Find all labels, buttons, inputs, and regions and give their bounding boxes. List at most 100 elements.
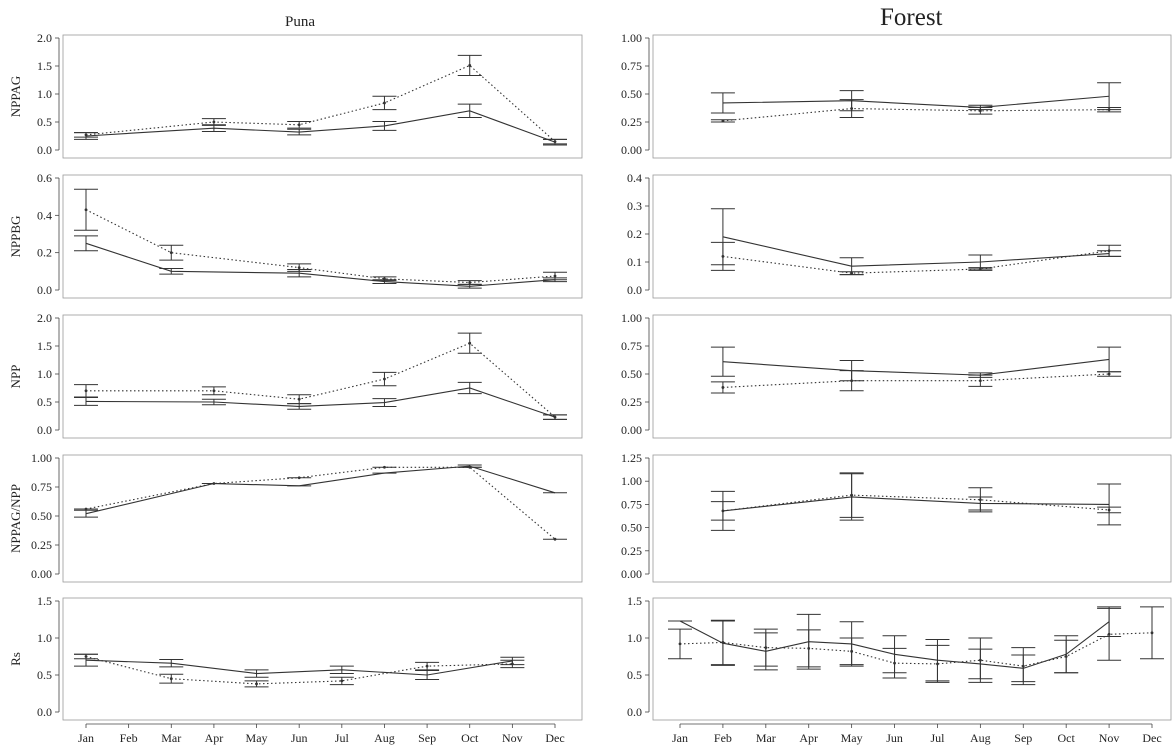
data-point <box>84 133 88 137</box>
data-point <box>893 661 896 665</box>
data-point <box>721 509 725 513</box>
data-point <box>721 119 725 123</box>
data-point <box>1064 655 1068 658</box>
series-line <box>722 108 1110 122</box>
panel-frame <box>652 314 1172 439</box>
panel-frame <box>62 34 583 159</box>
y-tick-label: 0.75 <box>621 497 642 511</box>
data-point <box>1107 372 1111 376</box>
y-axis-label: NPPBG <box>8 216 23 258</box>
puna-panel-1: 0.0 0.2 0.4 0.6 NPPBG <box>8 171 583 299</box>
y-tick-label: 0.5 <box>37 395 52 409</box>
y-tick-label: 0.75 <box>31 480 52 494</box>
series-line <box>722 373 1110 388</box>
panel-frame <box>652 454 1172 583</box>
data-point <box>553 274 557 278</box>
data-point <box>297 397 301 401</box>
data-point <box>510 662 514 666</box>
data-point <box>850 271 854 275</box>
y-tick-label: 1.5 <box>627 594 642 608</box>
puna-panel-4: 0.0 0.5 1.0 1.5 Rs Jan Feb Mar Apr May Jun Jul Aug Se… <box>8 594 583 745</box>
solid-series <box>74 381 567 420</box>
x-tick-label: Sep <box>1014 731 1032 745</box>
data-point <box>553 415 557 419</box>
y-tick-label: 0.0 <box>37 705 52 719</box>
data-point <box>383 277 386 281</box>
series-line <box>85 209 556 284</box>
y-tick-label: 0.25 <box>621 115 642 129</box>
data-point <box>383 465 386 469</box>
data-point <box>383 377 386 381</box>
x-tick-label: Nov <box>1099 731 1120 745</box>
x-tick-label: Jan <box>672 731 688 745</box>
series-line <box>722 358 1110 376</box>
data-point <box>807 646 811 650</box>
forest-panel-3: 0.00 0.25 0.50 0.75 1.00 1.25 <box>621 451 1172 583</box>
forest-column-title: Forest <box>880 4 943 31</box>
x-tick-label: Oct <box>1058 731 1076 745</box>
y-tick-label: 0.50 <box>621 521 642 535</box>
data-point <box>1021 664 1025 668</box>
puna-panel-3: 0.00 0.25 0.50 0.75 1.00 NPPAG/NPP <box>8 451 583 583</box>
dotted-series <box>710 370 1122 394</box>
forest-panel-2: 0.00 0.25 0.50 0.75 1.00 <box>621 311 1172 439</box>
series-line <box>722 250 1110 274</box>
data-point <box>212 482 216 485</box>
y-tick-label: 0.4 <box>37 208 52 222</box>
x-tick-label: Aug <box>374 731 395 745</box>
series-line <box>85 659 513 676</box>
forest-panel-0: 0.00 0.25 0.50 0.75 1.00 <box>621 31 1172 159</box>
series-line <box>85 465 556 515</box>
solid-series <box>710 473 1122 531</box>
data-point <box>978 658 982 662</box>
y-tick-label: 1.00 <box>621 31 642 45</box>
x-tick-label: Oct <box>461 731 479 745</box>
dotted-series <box>74 54 567 145</box>
dotted-series <box>668 606 1164 686</box>
x-tick-label: Feb <box>714 731 732 745</box>
y-axis-label: Rs <box>8 652 23 666</box>
data-point <box>383 101 386 105</box>
solid-series <box>710 82 1122 114</box>
series-line <box>85 466 556 540</box>
x-tick-label: Jun <box>291 731 308 745</box>
data-point <box>84 655 88 658</box>
dotted-series <box>74 188 567 285</box>
y-tick-label: 0.00 <box>621 143 642 157</box>
x-tick-label: Sep <box>418 731 436 745</box>
data-point <box>553 537 557 541</box>
y-tick-label: 0.0 <box>627 283 642 297</box>
y-tick-label: 0.2 <box>627 227 642 241</box>
y-tick-label: 0.25 <box>621 544 642 558</box>
x-tick-label: Mar <box>161 731 181 745</box>
y-axis-label: NPPAG/NPP <box>8 484 23 553</box>
data-point <box>1107 508 1111 512</box>
forest-panel-4: 0.0 0.5 1.0 1.5 Jan Feb Mar Apr May Jun Jul Aug Sep O… <box>627 594 1172 745</box>
y-tick-label: 0.6 <box>37 171 52 185</box>
y-tick-label: 0.2 <box>37 246 52 260</box>
y-tick-label: 1.5 <box>37 594 52 608</box>
puna-panel-2: 0.0 0.5 1.0 1.5 2.0 NPP <box>8 311 583 439</box>
series-line <box>722 236 1110 267</box>
data-point <box>1107 249 1111 253</box>
data-point <box>978 379 982 383</box>
panel-frame <box>652 174 1172 299</box>
y-tick-label: 0.1 <box>627 255 642 269</box>
data-point <box>425 664 429 668</box>
data-point <box>721 255 725 258</box>
y-tick-label: 0.5 <box>37 668 52 682</box>
x-tick-label: May <box>246 731 268 745</box>
panel-frame <box>62 174 583 299</box>
data-point <box>1107 108 1111 112</box>
y-axis-label: NPP <box>8 365 23 389</box>
dotted-series <box>710 472 1122 521</box>
data-point <box>297 266 301 269</box>
data-point <box>1150 631 1154 635</box>
solid-series <box>74 103 567 146</box>
y-tick-label: 0.00 <box>621 423 642 437</box>
y-tick-label: 0.3 <box>627 199 642 213</box>
y-tick-label: 0.00 <box>621 567 642 581</box>
y-tick-label: 0.75 <box>621 59 642 73</box>
puna-panel-0: 0.0 0.5 1.0 1.5 2.0 NPPAG <box>8 31 583 159</box>
